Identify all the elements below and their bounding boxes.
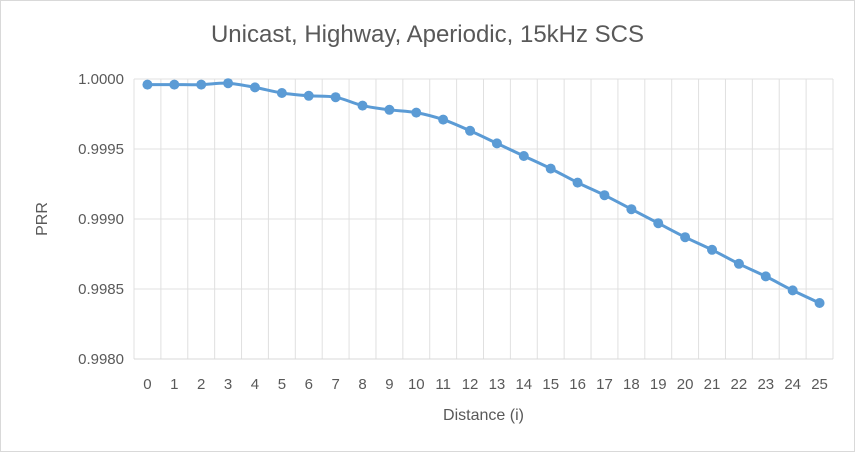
- x-tick-label: 19: [650, 376, 667, 393]
- data-point: [384, 104, 395, 115]
- x-tick-label: 22: [731, 376, 748, 393]
- data-point: [249, 82, 260, 93]
- data-point: [626, 204, 637, 215]
- data-point: [680, 232, 691, 243]
- x-tick-label: 18: [623, 376, 640, 393]
- x-tick-label: 15: [542, 376, 559, 393]
- x-tick-label: 4: [251, 376, 259, 393]
- data-point: [572, 177, 583, 188]
- x-tick-label: 7: [331, 376, 339, 393]
- x-tick-label: 5: [278, 376, 286, 393]
- data-point: [196, 79, 207, 90]
- data-point: [733, 258, 744, 269]
- data-point: [438, 114, 449, 125]
- x-tick-label: 11: [435, 376, 451, 393]
- x-tick-label: 9: [385, 376, 393, 393]
- data-point: [599, 190, 610, 201]
- x-tick-label: 12: [462, 376, 479, 393]
- x-tick-label: 25: [811, 376, 828, 393]
- data-point: [276, 88, 287, 98]
- data-point: [814, 298, 825, 308]
- chart-title: Unicast, Highway, Aperiodic, 15kHz SCS: [210, 21, 645, 48]
- data-point: [411, 107, 422, 118]
- data-point: [653, 218, 664, 229]
- x-tick-label: 2: [197, 376, 205, 393]
- data-point: [357, 100, 368, 111]
- x-tick-label: 14: [515, 376, 532, 393]
- y-axis-title: PRR: [34, 202, 51, 236]
- x-tick-label: 24: [784, 376, 801, 393]
- data-point: [760, 271, 771, 282]
- y-tick-label: 0.9985: [78, 281, 124, 298]
- x-axis-title: Distance (i): [443, 407, 524, 424]
- x-tick-label: 8: [358, 376, 366, 393]
- grid-lines: [133, 78, 834, 360]
- x-tick-label: 16: [569, 376, 586, 393]
- x-tick-label: 23: [757, 376, 774, 393]
- y-tick-label: 0.9990: [78, 211, 124, 228]
- series-prr: [142, 78, 825, 308]
- data-point: [707, 244, 718, 255]
- y-tick-label: 0.9980: [78, 351, 124, 368]
- data-point: [169, 79, 180, 90]
- data-point: [223, 78, 234, 89]
- y-tick-label: 0.9995: [78, 141, 124, 158]
- x-tick-label: 20: [677, 376, 694, 393]
- data-point: [518, 151, 529, 161]
- data-point: [491, 138, 502, 149]
- x-tick-label: 21: [704, 376, 721, 393]
- data-point: [330, 92, 341, 103]
- x-tick-label: 13: [489, 376, 506, 393]
- x-tick-label: 10: [408, 376, 425, 393]
- y-tick-label: 1.0000: [78, 71, 124, 88]
- x-tick-label: 0: [143, 376, 151, 393]
- x-tick-label: 17: [596, 376, 613, 393]
- data-point: [303, 90, 314, 101]
- data-point: [787, 285, 798, 296]
- x-tick-label: 6: [305, 376, 313, 393]
- x-tick-label: 3: [224, 376, 232, 393]
- data-point: [545, 163, 556, 174]
- data-point: [142, 79, 153, 90]
- data-point: [465, 125, 476, 136]
- x-tick-label: 1: [170, 376, 178, 393]
